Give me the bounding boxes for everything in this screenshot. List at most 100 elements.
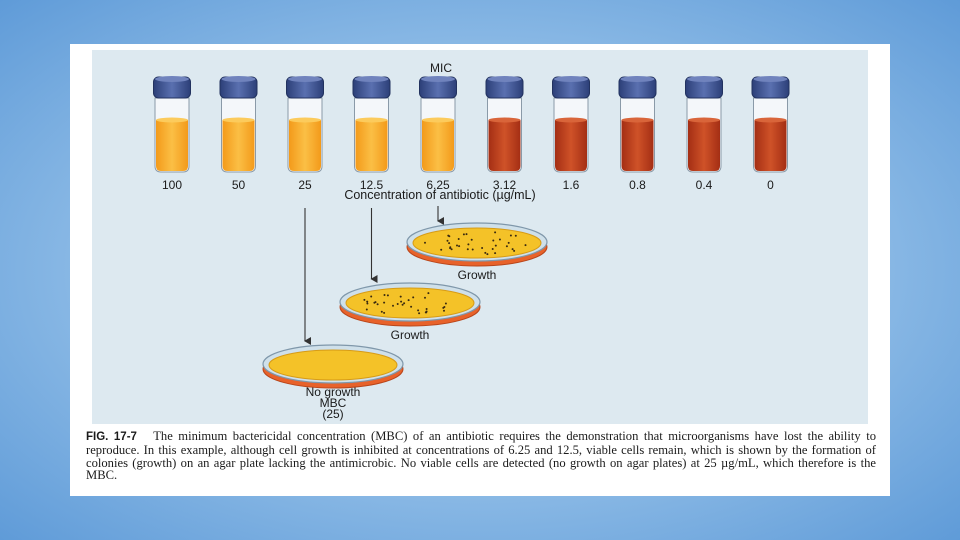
bacterial-colony [443,309,445,312]
test-tube: 0.4 [685,76,723,192]
figure-panel: MIC 100 50 25 12.5 6.25 3.12 1.6 0.8 0.4 0 Concen… [92,50,868,424]
bacterial-colony [498,238,501,241]
tube-concentration-label: 1.6 [563,178,580,192]
tube-concentration-label: 3.12 [493,178,517,192]
medium-surface [222,117,255,123]
tube-concentration-label: 25 [298,178,312,192]
test-tube: 12.5 [352,76,391,192]
medium-surface [355,117,388,123]
bacterial-colony [376,303,379,306]
turbid-medium [621,120,654,171]
bacterial-colony [366,300,369,303]
bacterial-colony [457,238,460,240]
medium-surface [555,117,587,123]
bacterial-colony [386,294,389,297]
test-tube: 3.12 [485,76,524,192]
bacterial-colony [374,301,377,304]
tube-concentration-label: 100 [162,178,182,192]
plate-label: Growth [391,328,430,342]
test-tube: 100 [153,76,191,192]
bacterial-colony [494,244,497,247]
tube-cap-top [354,76,389,82]
test-tube: 25 [286,76,324,192]
bacterial-colony [396,303,399,305]
clear-medium [355,120,388,171]
bacterial-colony [509,234,512,237]
bacterial-colony [511,248,514,251]
bacterial-colony [486,253,489,256]
bacterial-colony [380,310,383,313]
test-tube: 0 [751,76,790,192]
agar-plate: Growth [406,222,548,282]
bacterial-colony [403,302,406,305]
turbid-medium [488,120,521,171]
bacterial-colony [410,305,413,308]
bacterial-colony [425,311,428,314]
bacterial-colony [484,251,487,254]
bacterial-colony [507,241,510,244]
bacterial-colony [383,294,386,296]
bacterial-colony [494,252,497,255]
tube-cap-top [221,76,256,82]
medium-surface [488,117,521,123]
bacterial-colony [492,239,495,242]
bacterial-colony [425,308,428,310]
bacterial-colony [401,303,404,306]
clear-medium [222,120,255,171]
bacterial-colony [446,239,449,242]
tube-concentration-label: 50 [232,178,246,192]
tube-cap-top [620,76,655,82]
mbc-diagram: MIC 100 50 25 12.5 6.25 3.12 1.6 0.8 0.4 0 Concen… [153,61,790,421]
medium-surface [621,117,654,123]
tube-cap-top [753,76,788,82]
bacterial-colony [399,295,402,298]
test-tube: 0.8 [618,76,657,192]
bacterial-colony [514,234,517,237]
bacterial-colony [467,243,470,246]
medium-surface [688,117,720,123]
agar-plate: Growth [339,282,481,342]
bacterial-colony [440,248,443,251]
bacterial-colony [471,248,474,251]
caption-label: FIG. 17-7 [86,431,137,443]
caption-text: The minimum bactericidal concentration (… [86,429,877,483]
test-tube: 6.25 [419,76,457,192]
plate-label: No growth [306,385,361,399]
medium-surface [289,117,321,123]
bacterial-colony [524,244,527,247]
bacterial-colony [427,292,430,295]
tube-cap-top [554,76,588,82]
tube-cap-top [421,76,455,82]
clear-medium [422,120,454,171]
bacterial-colony [383,311,386,314]
plate-label: (25) [322,407,343,421]
bacterial-colony [505,245,508,248]
bacterial-colony [424,241,426,244]
bacterial-colony [407,299,410,302]
test-tube: 1.6 [552,76,590,192]
bacterial-colony [491,248,494,250]
bacterial-colony [456,244,458,247]
agar-surface [268,349,398,381]
turbid-medium [688,120,720,171]
agar-surface [345,287,475,319]
clear-medium [156,120,188,171]
medium-surface [156,117,188,123]
plate-label: MBC [320,396,347,410]
slide-frame: MIC 100 50 25 12.5 6.25 3.12 1.6 0.8 0.4 0 Concen… [70,44,890,496]
tube-concentration-label: 0.8 [629,178,646,192]
medium-surface [422,117,454,123]
bacterial-colony [458,245,461,248]
bacterial-colony [466,248,469,251]
axis-label: Concentration of antibiotic (µg/mL) [344,188,535,202]
mic-label: MIC [430,61,452,75]
tube-concentration-label: 0 [767,178,774,192]
clear-medium [289,120,321,171]
bacterial-colony [449,246,452,249]
bacterial-colony [383,301,386,304]
bacterial-colony [392,304,394,307]
medium-surface [754,117,787,123]
tube-concentration-label: 6.25 [426,178,450,192]
agar-surface [412,227,542,259]
bacterial-colony [470,238,473,241]
